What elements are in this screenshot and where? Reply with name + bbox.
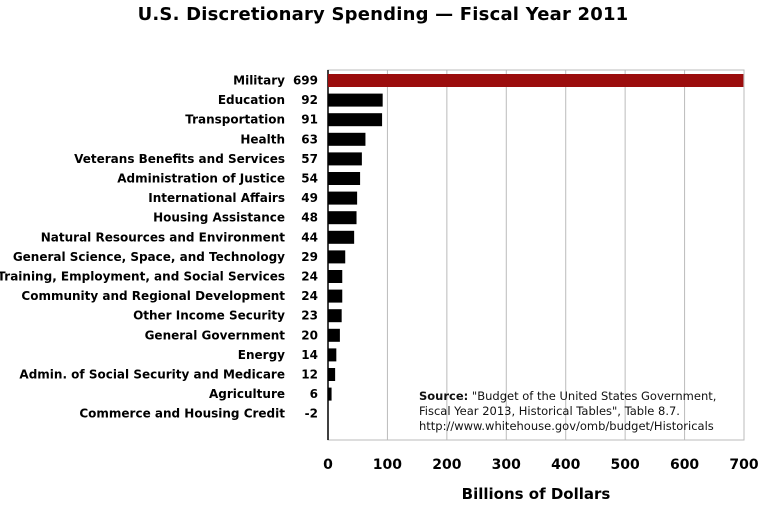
- x-tick-label: 500: [611, 457, 640, 473]
- category-label: Training, Employment, and Social Service…: [0, 270, 285, 284]
- category-labels: Military Education Transportation Health Vet…: [0, 74, 285, 421]
- x-axis-label: Billions of Dollars: [462, 485, 611, 503]
- gridlines: [327, 69, 745, 441]
- category-label: General Government: [145, 328, 286, 342]
- category-label: Health: [240, 132, 285, 146]
- source-label: Source:: [419, 389, 469, 403]
- value-label: 23: [301, 309, 318, 323]
- x-tick-labels: 0 100 200 300 400 500 600 700: [323, 457, 759, 473]
- bar: [328, 191, 358, 205]
- category-label: General Science, Space, and Technology: [13, 250, 285, 264]
- bar: [328, 93, 383, 107]
- value-label: 29: [301, 250, 318, 264]
- x-tick-label: 400: [551, 457, 580, 473]
- bar: [328, 387, 332, 401]
- source-line-1: "Budget of the United States Government,: [471, 389, 717, 403]
- x-tick-label: 300: [492, 457, 521, 473]
- category-label: Transportation: [185, 113, 285, 127]
- category-label: Education: [218, 93, 285, 107]
- value-label: 699: [293, 74, 318, 88]
- value-label: 44: [301, 230, 318, 244]
- value-label: 54: [301, 172, 318, 186]
- source-line-3: http://www.whitehouse.gov/omb/budget/His…: [419, 419, 714, 433]
- plot-area: [327, 69, 745, 441]
- value-label: 57: [301, 152, 318, 166]
- source-line-2: Fiscal Year 2013, Historical Tables", Ta…: [419, 404, 680, 418]
- value-labels: 699 92 91 63 57 54 49 48 44 29 24 24 23 20 14 12 6 -2: [293, 74, 318, 421]
- value-label: 92: [301, 93, 318, 107]
- bar: [328, 328, 340, 342]
- value-label: 24: [301, 270, 318, 284]
- x-tick-label: 700: [729, 457, 758, 473]
- value-label: 6: [310, 387, 318, 401]
- category-label: International Affairs: [148, 191, 285, 205]
- value-label: 20: [301, 328, 318, 342]
- bar: [328, 172, 361, 185]
- x-tick-label: 100: [373, 457, 402, 473]
- category-label: Agriculture: [209, 387, 285, 401]
- bar: [328, 348, 337, 362]
- bar: [328, 211, 357, 225]
- category-label: Administration of Justice: [117, 172, 285, 186]
- bar: [328, 132, 366, 146]
- x-tick-label: 200: [432, 457, 461, 473]
- value-label: 49: [301, 191, 318, 205]
- x-tick-label: 0: [323, 457, 333, 473]
- value-label: 63: [301, 132, 318, 146]
- category-label: Community and Regional Development: [21, 289, 285, 303]
- category-label: Housing Assistance: [153, 211, 285, 225]
- category-label: Admin. of Social Security and Medicare: [19, 368, 285, 382]
- bar: [328, 152, 362, 166]
- value-label: 24: [301, 289, 318, 303]
- bar: [328, 250, 346, 264]
- value-label: -2: [305, 407, 318, 421]
- x-tick-label: 600: [670, 457, 699, 473]
- bars: [328, 74, 744, 401]
- value-label: 14: [301, 348, 318, 362]
- value-label: 12: [301, 368, 318, 382]
- category-label: Energy: [238, 348, 285, 362]
- value-label: 48: [301, 211, 318, 225]
- bar: [328, 289, 343, 303]
- source-note: Source: "Budget of the United States Gov…: [419, 389, 749, 434]
- bar: [328, 368, 336, 381]
- bar: [328, 270, 343, 283]
- value-label: 91: [301, 113, 318, 127]
- bar: [328, 230, 355, 244]
- category-label: Military: [233, 74, 285, 88]
- bar: [328, 309, 342, 323]
- category-label: Veterans Benefits and Services: [74, 152, 285, 166]
- category-label: Commerce and Housing Credit: [79, 407, 285, 421]
- category-label: Natural Resources and Environment: [41, 230, 286, 244]
- bar: [328, 74, 744, 87]
- category-label: Other Income Security: [133, 309, 285, 323]
- chart-title: U.S. Discretionary Spending — Fiscal Yea…: [137, 4, 629, 25]
- bar: [328, 113, 383, 127]
